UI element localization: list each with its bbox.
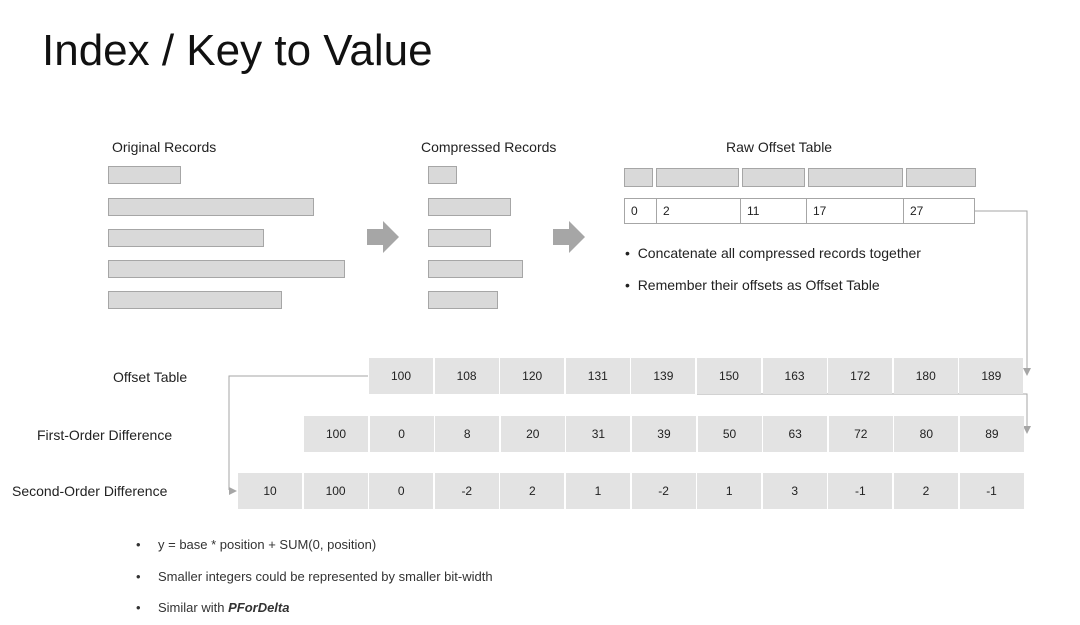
note-text: Smaller integers could be represented by… [158, 569, 493, 584]
first-order-cell: 8 [435, 416, 500, 452]
second-order-cell: -1 [828, 473, 893, 509]
offset-table-cell: 120 [500, 358, 565, 394]
offset-table-label: Offset Table [113, 369, 188, 385]
offset-to-first-order-connector [697, 393, 1028, 428]
second-order-cell: 1 [565, 473, 630, 509]
second-order-cell: 0 [369, 473, 434, 509]
offset-table-cell: 163 [762, 358, 827, 394]
offset-table-cell: 150 [696, 358, 761, 394]
bullet-icon: • [625, 277, 630, 293]
bullet-item: • Remember their offsets as Offset Table [625, 277, 880, 293]
bullet-text: Concatenate all compressed records toget… [637, 245, 921, 261]
bullet-icon: • [136, 600, 141, 615]
note-item: • y = base * position + SUM(0, position) [136, 537, 376, 552]
concatenated-record-block [742, 168, 805, 187]
offset-table-cell: 131 [565, 358, 630, 394]
offset-to-second-order-connector [228, 375, 368, 490]
offset-table-cell: 172 [828, 358, 893, 394]
bullet-icon: • [625, 245, 630, 261]
second-order-cell: -1 [959, 473, 1024, 509]
right-arrow-icon [229, 487, 237, 495]
first-order-cell: 31 [566, 416, 631, 452]
first-order-cell: 39 [631, 416, 696, 452]
original-record-bar [108, 260, 345, 278]
offset-table-cell: 100 [369, 358, 433, 394]
compressed-record-bar [428, 291, 498, 309]
offset-table-cell: 108 [434, 358, 499, 394]
first-order-cell: 63 [763, 416, 828, 452]
bullet-item: • Concatenate all compressed records tog… [625, 245, 921, 261]
compressed-record-bar [428, 260, 523, 278]
concatenated-record-block [808, 168, 903, 187]
second-order-cell: 2 [893, 473, 958, 509]
compressed-records-header: Compressed Records [421, 139, 557, 155]
second-order-cell: 3 [762, 473, 827, 509]
first-order-difference-label: First-Order Difference [37, 427, 173, 443]
compressed-record-bar [428, 198, 511, 216]
bullet-icon: • [136, 537, 141, 552]
bullet-text: Remember their offsets as Offset Table [637, 277, 880, 293]
original-record-bar [108, 229, 264, 247]
note-item: • Similar with PForDelta [136, 600, 289, 615]
original-record-bar [108, 291, 282, 309]
first-order-cell: 72 [828, 416, 893, 452]
second-order-cell: 10 [238, 473, 302, 509]
raw-offset-cell: 2 [657, 199, 741, 223]
down-arrow-icon [1023, 368, 1031, 376]
first-order-cell: 0 [369, 416, 434, 452]
original-record-bar [108, 166, 181, 184]
note-emphasis: PForDelta [228, 600, 290, 615]
raw-offset-cell: 0 [625, 199, 657, 223]
raw-offset-cell: 27 [910, 204, 924, 218]
first-order-cell: 89 [959, 416, 1024, 452]
second-order-cell: -2 [631, 473, 696, 509]
down-arrow-icon [1023, 426, 1031, 434]
raw-offset-cell: 11 [741, 199, 807, 223]
raw-offset-cell: 17 [807, 199, 904, 223]
note-text: y = base * position + SUM(0, position) [158, 537, 377, 552]
second-order-difference-label: Second-Order Difference [12, 483, 168, 499]
slide-title: Index / Key to Value [42, 26, 433, 75]
offset-table-cell: 189 [959, 358, 1024, 394]
offset-table-cell: 139 [631, 358, 696, 394]
concatenated-record-block [906, 168, 976, 187]
offset-table-cell: 180 [893, 358, 958, 394]
second-order-cell: -2 [434, 473, 499, 509]
concatenated-record-block [656, 168, 739, 187]
concatenated-record-block [624, 168, 653, 187]
offset-table-row: 100 108 120 131 139 150 163 172 180 189 [369, 358, 1025, 394]
raw-to-offset-connector [974, 210, 1028, 368]
first-order-cell: 100 [304, 416, 368, 452]
first-order-cell: 20 [500, 416, 565, 452]
first-order-cell: 50 [697, 416, 762, 452]
original-records-header: Original Records [112, 139, 217, 155]
raw-offset-table-header: Raw Offset Table [726, 139, 833, 155]
second-order-cell: 1 [697, 473, 762, 509]
first-order-difference-row: 100 0 8 20 31 39 50 63 72 80 89 [304, 416, 1026, 452]
original-record-bar [108, 198, 314, 216]
compressed-record-bar [428, 229, 491, 247]
note-text: Similar with [158, 600, 229, 615]
second-order-cell: 2 [500, 473, 565, 509]
bullet-icon: • [136, 569, 141, 584]
compressed-record-bar [428, 166, 457, 184]
second-order-difference-row: 10 100 0 -2 2 1 -2 1 3 -1 2 -1 [238, 473, 1025, 509]
first-order-cell: 80 [894, 416, 959, 452]
note-item: • Smaller integers could be represented b… [136, 569, 493, 584]
concatenated-records-row [624, 168, 976, 187]
second-order-cell: 100 [303, 473, 368, 509]
